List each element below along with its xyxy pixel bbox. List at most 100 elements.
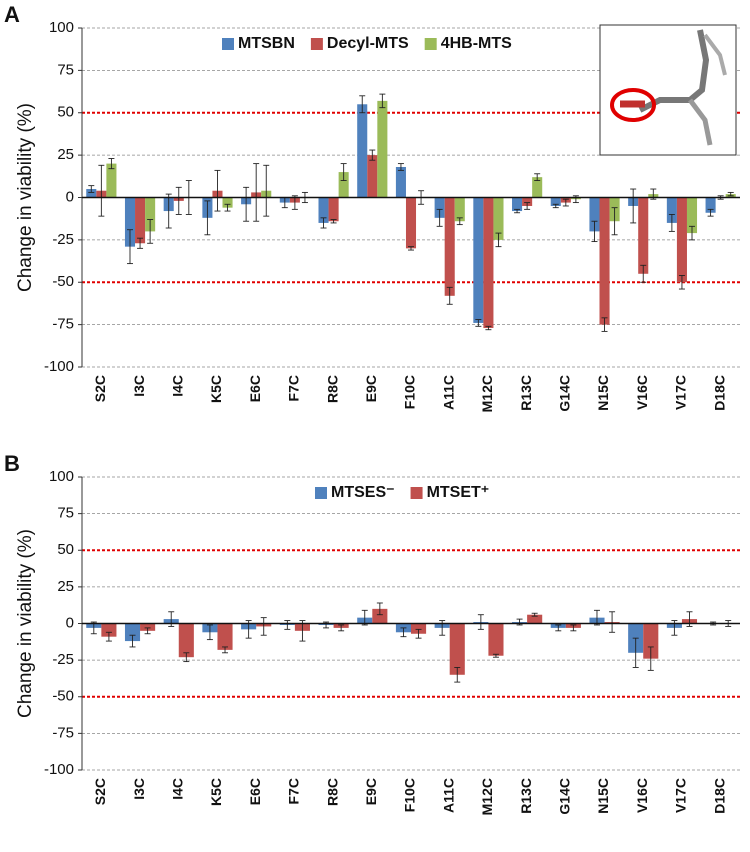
error-bar bbox=[609, 611, 616, 633]
bar bbox=[140, 623, 156, 631]
bar bbox=[550, 197, 561, 206]
error-bar bbox=[591, 220, 598, 243]
error-bar bbox=[369, 149, 376, 161]
bar bbox=[599, 197, 610, 325]
error-bar bbox=[668, 213, 675, 232]
error-bar bbox=[514, 208, 521, 214]
y-tick-label: -25 bbox=[52, 651, 74, 668]
error-bar bbox=[206, 624, 213, 641]
error-bar bbox=[570, 624, 577, 632]
error-bar bbox=[320, 217, 327, 229]
error-bar bbox=[534, 173, 541, 182]
error-bar bbox=[630, 188, 637, 224]
x-tick-label: V17C bbox=[673, 375, 689, 410]
x-tick-label: I4C bbox=[169, 778, 185, 800]
bar bbox=[522, 197, 533, 206]
x-tick-label: R13C bbox=[518, 375, 534, 411]
y-tick-label: 100 bbox=[49, 468, 74, 485]
y-tick-label: 25 bbox=[57, 578, 74, 595]
legend-label: MTSBN bbox=[238, 35, 295, 52]
error-bar bbox=[222, 646, 229, 654]
bar bbox=[444, 197, 455, 296]
legend-label: MTSES⁻ bbox=[331, 484, 395, 501]
x-tick-label: N15C bbox=[595, 778, 611, 814]
y-tick-label: -25 bbox=[52, 231, 74, 248]
x-tick-label: D18C bbox=[711, 778, 727, 814]
x-tick-label: R8C bbox=[324, 778, 340, 806]
error-bar bbox=[552, 203, 559, 209]
error-bar bbox=[204, 200, 211, 236]
y-tick-label: 0 bbox=[66, 188, 74, 205]
error-bar bbox=[88, 185, 95, 193]
error-bar bbox=[456, 217, 463, 226]
x-tick-label: F10C bbox=[402, 375, 418, 409]
error-bar bbox=[137, 237, 144, 249]
error-bar bbox=[475, 319, 482, 327]
error-bar bbox=[165, 193, 172, 229]
error-bar bbox=[243, 186, 250, 222]
error-bar bbox=[446, 286, 453, 305]
bar bbox=[338, 172, 349, 198]
bar bbox=[405, 197, 417, 249]
error-bar bbox=[263, 164, 270, 217]
bar bbox=[411, 623, 427, 634]
x-tick-label: R8C bbox=[324, 375, 340, 403]
y-tick-label: -75 bbox=[52, 316, 74, 333]
x-tick-label: A11C bbox=[440, 778, 456, 813]
error-bar bbox=[707, 208, 714, 217]
y-tick-label: -75 bbox=[52, 724, 74, 741]
bar bbox=[449, 623, 465, 675]
error-bar bbox=[214, 169, 221, 212]
bar bbox=[705, 197, 716, 213]
error-bar bbox=[98, 164, 105, 217]
bar bbox=[395, 166, 406, 198]
x-tick-label: F7C bbox=[286, 778, 302, 804]
error-bar bbox=[379, 93, 386, 109]
error-bar bbox=[531, 612, 538, 617]
y-tick-label: 75 bbox=[57, 61, 74, 78]
bar bbox=[666, 197, 677, 223]
bar bbox=[328, 197, 339, 222]
error-bar bbox=[340, 163, 347, 182]
error-bar bbox=[689, 225, 696, 241]
error-bar bbox=[408, 246, 414, 251]
x-tick-label: M12C bbox=[479, 778, 495, 815]
error-bar bbox=[147, 219, 154, 244]
bar bbox=[676, 197, 687, 283]
x-tick-label: E6C bbox=[247, 778, 263, 805]
bar bbox=[686, 197, 698, 234]
error-bar bbox=[175, 186, 182, 215]
error-bar bbox=[524, 202, 531, 210]
bar bbox=[318, 197, 329, 223]
error-bar bbox=[224, 203, 231, 212]
y-tick-label: 0 bbox=[66, 614, 74, 631]
error-bar bbox=[727, 191, 734, 197]
x-tick-label: I4C bbox=[169, 375, 185, 397]
error-bar bbox=[454, 667, 461, 683]
bar bbox=[512, 197, 523, 212]
error-bar bbox=[126, 229, 133, 265]
error-bar bbox=[593, 609, 600, 626]
error-bar bbox=[647, 646, 654, 671]
error-bar bbox=[678, 275, 685, 290]
x-tick-label: A11C bbox=[440, 375, 456, 410]
bar bbox=[483, 197, 494, 329]
x-tick-label: E9C bbox=[363, 778, 379, 805]
error-bar bbox=[397, 163, 404, 171]
y-tick-label: -50 bbox=[52, 688, 74, 705]
error-bar bbox=[330, 219, 337, 224]
error-bar bbox=[359, 95, 366, 114]
error-bar bbox=[376, 602, 383, 616]
error-bar bbox=[562, 198, 569, 207]
y-axis-label: Change in viability (%) bbox=[15, 103, 36, 292]
error-bar bbox=[284, 620, 291, 630]
error-bar bbox=[611, 207, 618, 236]
error-bar bbox=[183, 652, 190, 663]
legend-swatch bbox=[222, 38, 234, 50]
x-tick-label: F10C bbox=[402, 778, 418, 812]
bar bbox=[101, 623, 117, 637]
legend-swatch bbox=[310, 38, 323, 50]
bar bbox=[124, 197, 136, 247]
x-tick-label: I3C bbox=[131, 778, 147, 800]
bar bbox=[527, 614, 543, 624]
